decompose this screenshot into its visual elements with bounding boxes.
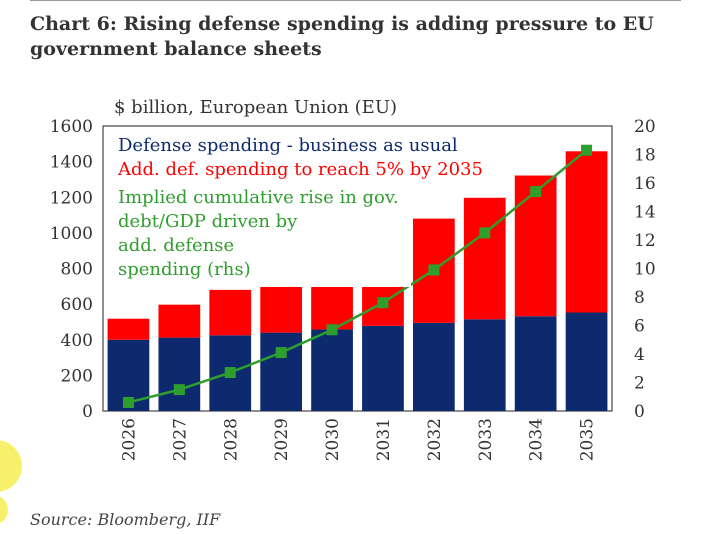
y-tick-label: 1600 (50, 117, 93, 137)
right-axis: 0 2 4 6 8 10 12 14 16 18 20 (634, 117, 656, 422)
x-tick-label: 2031 (374, 418, 394, 461)
legend-background (111, 130, 489, 190)
y2-tick-label: 8 (634, 288, 645, 308)
x-tick-label: 2032 (425, 418, 445, 461)
y-tick-label: 800 (61, 260, 93, 280)
y2-tick-label: 18 (634, 146, 656, 166)
bar-business-as-usual (158, 337, 201, 411)
debt-point (275, 347, 287, 359)
left-axis: 0 200 400 600 800 1000 1200 1400 1600 (50, 117, 93, 422)
legend-label: Add. def. spending to reach 5% by 2035 (117, 159, 483, 180)
x-tick-label: 2034 (527, 418, 547, 461)
unit-label: $ billion, European Union (EU) (114, 97, 397, 118)
y2-tick-label: 10 (634, 260, 656, 280)
debt-line (122, 144, 593, 408)
x-tick-label: 2029 (272, 418, 292, 461)
x-tick-label: 2030 (323, 418, 343, 461)
bar-business-as-usual (362, 325, 404, 411)
x-axis: 2026 2027 2028 2029 2030 2031 2032 2033 2034 2035 (119, 418, 597, 461)
bar-business-as-usual (311, 329, 353, 411)
y2-tick-label: 16 (634, 174, 656, 194)
x-tick-label: 2035 (578, 418, 598, 461)
y2-tick-label: 4 (634, 345, 645, 365)
debt-line-path (128, 149, 588, 404)
y-tick-label: 1200 (50, 188, 93, 208)
x-tick-label: 2028 (221, 418, 241, 461)
y2-tick-label: 2 (634, 374, 645, 394)
debt-point (581, 144, 593, 156)
legend: Defense spending - business as usual Add.… (111, 130, 489, 287)
debt-point (530, 186, 542, 198)
legend-label: Defense spending - business as usual (118, 135, 458, 156)
top-rule (30, 0, 681, 1)
x-tick-label: 2026 (119, 418, 139, 461)
bar-additional-spending (463, 197, 506, 320)
bar-additional-spending (514, 175, 557, 317)
legend-label: add. defense (118, 235, 234, 256)
debt-point (224, 367, 236, 379)
y2-tick-label: 14 (634, 203, 656, 223)
debt-point (173, 384, 185, 396)
bar-business-as-usual (565, 312, 608, 411)
bar-business-as-usual (260, 332, 303, 411)
debt-point (428, 264, 440, 276)
legend-label: spending (rhs) (118, 259, 251, 280)
decorative-circle (0, 495, 8, 525)
y-tick-label: 600 (61, 295, 93, 315)
y2-tick-label: 0 (634, 402, 645, 422)
bar-additional-spending (565, 151, 608, 313)
bar-additional-spending (209, 289, 252, 336)
source-note: Source: Bloomberg, IIF (30, 510, 221, 529)
bar-business-as-usual (412, 322, 455, 411)
y-tick-label: 200 (61, 366, 93, 386)
y-tick-label: 1400 (50, 153, 93, 173)
y2-tick-label: 12 (634, 231, 656, 251)
x-tick-label: 2027 (170, 418, 190, 461)
bar-additional-spending (107, 318, 150, 340)
bar-business-as-usual (463, 319, 506, 411)
debt-point (479, 227, 491, 239)
legend-background (111, 190, 411, 287)
legend-label: debt/GDP driven by (118, 211, 298, 232)
debt-point (326, 324, 338, 336)
y-tick-label: 1000 (50, 224, 93, 244)
plot-frame (102, 125, 613, 412)
decorative-circle (0, 440, 22, 492)
bar-additional-spending (158, 304, 201, 338)
y-tick-label: 400 (61, 331, 93, 351)
legend-label: Implied cumulative rise in gov. (118, 187, 399, 208)
y2-tick-label: 6 (634, 317, 645, 337)
y-tick-label: 0 (82, 402, 93, 422)
chart-title: Chart 6: Rising defense spending is addi… (30, 13, 654, 60)
bar-business-as-usual (514, 316, 557, 411)
y2-tick-label: 20 (634, 117, 656, 137)
x-tick-label: 2033 (476, 418, 496, 461)
debt-point (122, 396, 134, 408)
debt-point (377, 297, 389, 309)
